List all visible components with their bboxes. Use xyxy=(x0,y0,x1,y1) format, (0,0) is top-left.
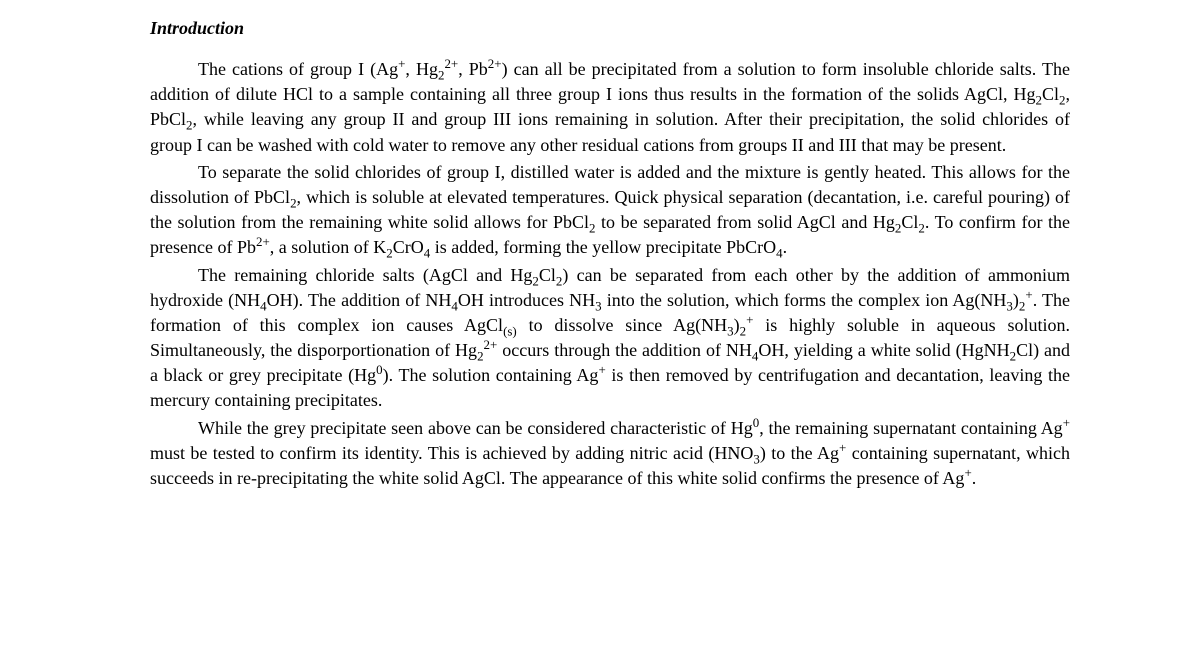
paragraph-2: To separate the solid chlorides of group… xyxy=(150,160,1070,261)
document-page: Introduction The cations of group I (Ag+… xyxy=(0,0,1200,656)
paragraph-1: The cations of group I (Ag+, Hg22+, Pb2+… xyxy=(150,57,1070,158)
section-heading: Introduction xyxy=(150,18,1070,39)
paragraph-3: The remaining chloride salts (AgCl and H… xyxy=(150,263,1070,414)
paragraph-4: While the grey precipitate seen above ca… xyxy=(150,416,1070,492)
